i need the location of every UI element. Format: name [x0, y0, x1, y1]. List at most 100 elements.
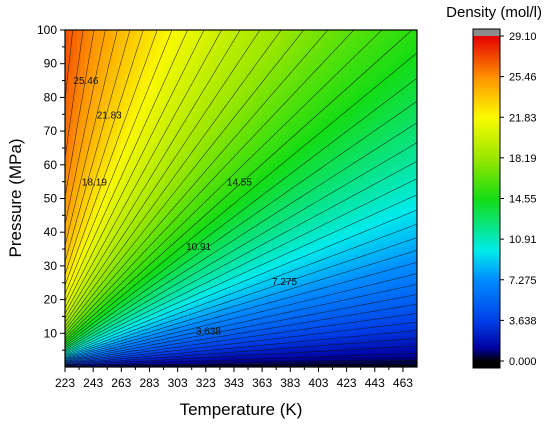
contour-cell	[65, 177, 70, 182]
contour-cell	[81, 40, 86, 45]
contour-cell	[153, 124, 158, 129]
contour-cell	[265, 124, 270, 129]
contour-cell	[149, 328, 154, 333]
contour-cell	[93, 135, 98, 140]
contour-cell	[221, 86, 226, 91]
contour-cell	[205, 289, 210, 294]
contour-cell	[65, 275, 70, 280]
contour-cell	[117, 156, 122, 161]
contour-cell	[213, 349, 218, 354]
contour-cell	[153, 244, 158, 249]
contour-cell	[145, 279, 150, 284]
contour-cell	[189, 226, 194, 231]
contour-cell	[173, 226, 178, 231]
contour-cell	[125, 82, 130, 87]
contour-cell	[245, 307, 250, 312]
contour-cell	[77, 272, 82, 277]
contour-cell	[213, 54, 218, 59]
contour-cell	[133, 47, 138, 52]
contour-cell	[81, 244, 86, 249]
contour-cell	[157, 89, 162, 94]
contour-cell	[81, 72, 86, 77]
contour-cell	[65, 152, 70, 157]
contour-cell	[129, 331, 134, 337]
contour-cell	[185, 324, 190, 329]
contour-cell	[121, 219, 126, 224]
contour-cell	[237, 184, 242, 189]
contour-cell	[213, 110, 218, 115]
contour-cell	[165, 128, 170, 133]
contour-cell	[217, 202, 222, 207]
contour-cell	[189, 117, 194, 122]
contour-cell	[225, 226, 230, 231]
contour-cell	[241, 300, 246, 305]
contour-cell	[193, 170, 198, 175]
contour-cell	[201, 345, 206, 351]
contour-cell	[117, 138, 122, 143]
contour-cell	[153, 44, 158, 49]
contour-cell	[249, 237, 254, 242]
contour-cell	[261, 93, 266, 98]
contour-cell	[141, 286, 146, 291]
contour-cell	[225, 303, 230, 308]
contour-cell	[245, 247, 250, 252]
contour-cell	[153, 187, 158, 193]
contour-cell	[129, 247, 134, 252]
contour-cell	[177, 65, 182, 70]
contour-cell	[209, 177, 214, 182]
contour-cell	[157, 275, 162, 280]
contour-cell	[237, 156, 242, 161]
contour-cell	[241, 345, 246, 351]
contour-cell	[137, 328, 142, 333]
contour-cell	[153, 75, 158, 80]
contour-cell	[229, 44, 234, 49]
contour-cell	[229, 247, 234, 252]
contour-cell	[157, 335, 162, 340]
contour-cell	[145, 184, 150, 189]
contour-cell	[209, 173, 214, 179]
contour-cell	[133, 159, 138, 164]
contour-cell	[201, 40, 206, 45]
contour-cell	[69, 114, 74, 119]
contour-cell	[105, 321, 110, 326]
contour-cell	[245, 30, 250, 35]
contour-cell	[265, 237, 270, 242]
contour-cell	[125, 338, 130, 344]
contour-cell	[165, 37, 170, 42]
contour-cell	[69, 321, 74, 326]
contour-cell	[153, 251, 158, 256]
contour-cell	[73, 247, 78, 252]
contour-cell	[121, 289, 126, 294]
contour-cell	[125, 240, 130, 245]
contour-cell	[109, 254, 114, 259]
contour-cell	[233, 328, 238, 333]
contour-cell	[197, 135, 202, 140]
contour-cell	[225, 191, 230, 196]
contour-cell	[125, 289, 130, 294]
contour-cell	[109, 184, 114, 189]
contour-cell	[73, 335, 78, 340]
contour-cell	[113, 107, 118, 112]
contour-cell	[197, 359, 202, 365]
contour-cell	[145, 159, 150, 164]
contour-cell	[249, 198, 254, 203]
contour-cell	[109, 363, 114, 367]
contour-cell	[181, 198, 186, 203]
contour-cell	[97, 138, 102, 143]
contour-cell	[77, 275, 82, 280]
contour-cell	[149, 128, 154, 133]
contour-cell	[261, 142, 266, 147]
contour-cell	[265, 194, 270, 200]
contour-cell	[217, 166, 222, 172]
contour-cell	[117, 187, 122, 193]
contour-cell	[213, 286, 218, 291]
contour-cell	[125, 47, 130, 52]
contour-cell	[65, 282, 70, 287]
contour-cell	[81, 212, 86, 217]
contour-cell	[169, 138, 174, 143]
contour-cell	[257, 156, 262, 161]
contour-cell	[241, 198, 246, 203]
contour-cell	[265, 54, 270, 59]
contour-cell	[97, 198, 102, 203]
contour-cell	[109, 230, 114, 235]
